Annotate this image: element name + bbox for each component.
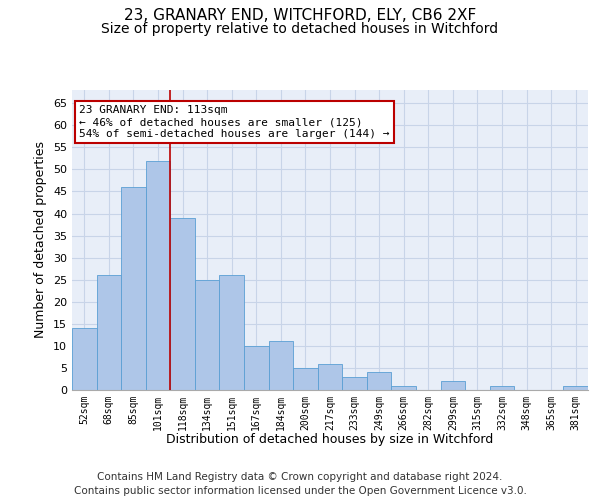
Text: Size of property relative to detached houses in Witchford: Size of property relative to detached ho… xyxy=(101,22,499,36)
Bar xyxy=(72,328,97,390)
Bar xyxy=(563,386,588,390)
Bar xyxy=(220,276,244,390)
Bar xyxy=(170,218,195,390)
Bar xyxy=(269,342,293,390)
Bar xyxy=(146,160,170,390)
Bar xyxy=(97,276,121,390)
Bar xyxy=(342,377,367,390)
Text: 23, GRANARY END, WITCHFORD, ELY, CB6 2XF: 23, GRANARY END, WITCHFORD, ELY, CB6 2XF xyxy=(124,8,476,22)
Text: 23 GRANARY END: 113sqm
← 46% of detached houses are smaller (125)
54% of semi-de: 23 GRANARY END: 113sqm ← 46% of detached… xyxy=(79,106,390,138)
Bar xyxy=(391,386,416,390)
Text: Contains HM Land Registry data © Crown copyright and database right 2024.: Contains HM Land Registry data © Crown c… xyxy=(97,472,503,482)
Bar xyxy=(244,346,269,390)
Bar xyxy=(195,280,220,390)
Y-axis label: Number of detached properties: Number of detached properties xyxy=(34,142,47,338)
Bar xyxy=(318,364,342,390)
Bar xyxy=(293,368,318,390)
Bar xyxy=(367,372,391,390)
Bar xyxy=(490,386,514,390)
Text: Contains public sector information licensed under the Open Government Licence v3: Contains public sector information licen… xyxy=(74,486,526,496)
Bar xyxy=(121,187,146,390)
Bar xyxy=(440,381,465,390)
Text: Distribution of detached houses by size in Witchford: Distribution of detached houses by size … xyxy=(166,432,494,446)
